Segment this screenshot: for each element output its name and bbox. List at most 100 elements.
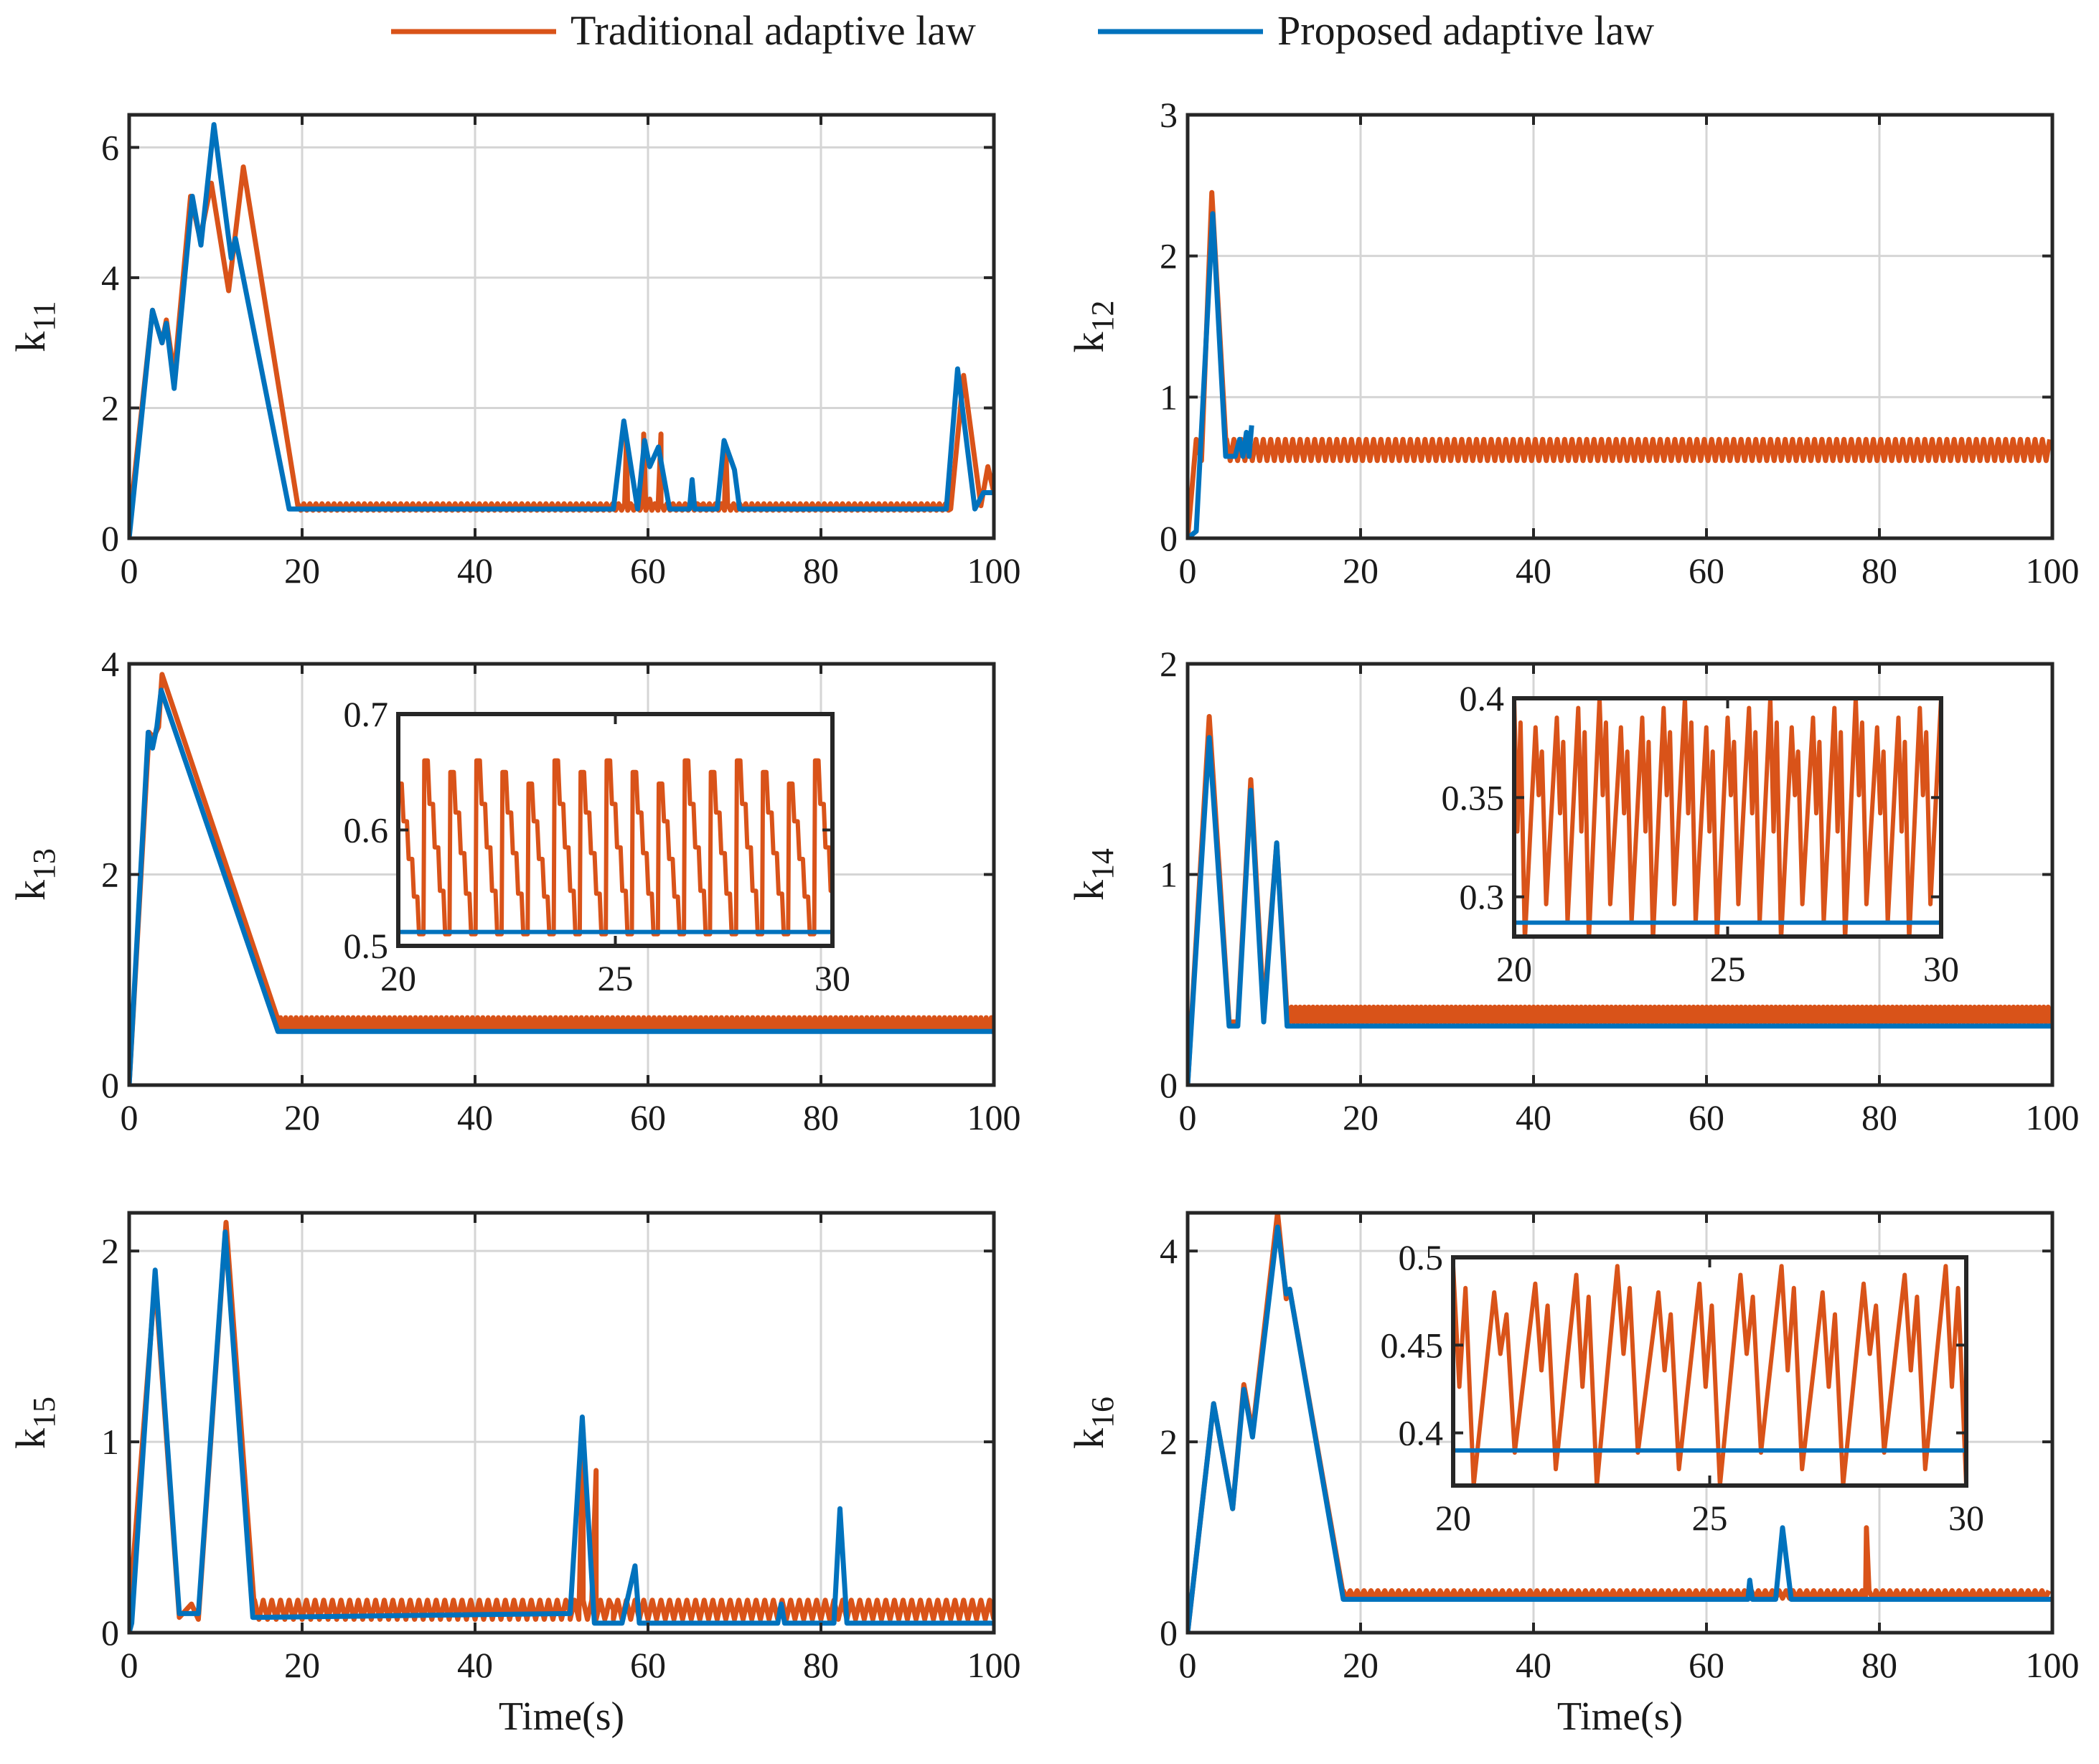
inset-k13-series-traditional (398, 758, 832, 937)
k11-ytick-label-1: 2 (101, 388, 119, 428)
k14-ylabel-subscript: 14 (1085, 848, 1120, 880)
k16-ytick-label-0: 0 (1160, 1613, 1178, 1653)
k12-frame (1185, 113, 2055, 540)
k12-xtick-label-5: 100 (2026, 550, 2080, 591)
inset-k13-xtick-label-1: 25 (598, 958, 634, 998)
k13-xtick-label-2: 40 (457, 1097, 493, 1137)
k15-ytick-label-1: 1 (101, 1422, 119, 1462)
k16-ytick-label-1: 2 (1160, 1422, 1178, 1462)
k12-series-traditional (1188, 189, 2052, 538)
k12-ylabel: k12 (1066, 301, 1120, 353)
k12-plot-area (1188, 115, 2052, 538)
inset-k16-ytick-label-0: 0.4 (1399, 1413, 1444, 1453)
k13-series-traditional (129, 672, 994, 1085)
k14-series-traditional (1188, 713, 2052, 1085)
k12-series-proposed (1188, 211, 1254, 538)
k12-xtick-label-2: 40 (1516, 550, 1551, 591)
k16-xtick-label-0: 0 (1179, 1645, 1197, 1685)
k12-ytick-label-2: 2 (1160, 236, 1178, 276)
k14-ytick-label-1: 1 (1160, 855, 1178, 895)
inset-k14-ytick-label-1: 0.35 (1442, 777, 1505, 817)
k13-ylabel: k13 (7, 848, 62, 901)
inset-k14-xtick-label-2: 30 (1923, 949, 1959, 989)
k15-xtick-label-5: 100 (967, 1645, 1021, 1685)
inset-k14-ytick-label-0: 0.3 (1460, 877, 1505, 917)
inset-k14-ytick-label-2: 0.4 (1460, 678, 1505, 718)
k16-series-proposed (1188, 1224, 2052, 1633)
k15-xtick-label-3: 60 (630, 1645, 666, 1685)
k11-xtick-label-5: 100 (967, 550, 1021, 591)
k13-series-proposed (129, 688, 994, 1085)
k11-xtick-label-2: 40 (457, 550, 493, 591)
k11-series-proposed (129, 122, 994, 538)
k12-ytick-label-0: 0 (1160, 518, 1178, 558)
inset-k13-ytick-label-2: 0.7 (344, 694, 389, 734)
subplot-k11: 0 20 40 60 80 100 0 2 4 6 k11 (7, 113, 1021, 591)
k13-xtick-label-1: 20 (284, 1097, 320, 1137)
k13-xtick-label-5: 100 (967, 1097, 1021, 1137)
k11-frame (127, 113, 996, 540)
k14-xtick-label-3: 60 (1689, 1097, 1724, 1137)
k13-xtick-label-0: 0 (121, 1097, 138, 1137)
k15-xtick-label-4: 80 (803, 1645, 839, 1685)
k13-ylabel-subscript: 13 (27, 848, 62, 880)
k14-ytick-label-0: 0 (1160, 1065, 1178, 1105)
k12-xtick-label-1: 20 (1343, 550, 1379, 591)
k14-ylabel: k14 (1066, 848, 1120, 901)
k14-xtick-label-4: 80 (1861, 1097, 1897, 1137)
k16-ylabel-main: k (1066, 1428, 1112, 1449)
inset-k13-xtick-label-2: 30 (814, 958, 850, 998)
k11-ylabel: k11 (7, 301, 62, 352)
inset-k16-xtick-label-1: 25 (1692, 1498, 1728, 1538)
k14-xtick-label-5: 100 (2026, 1097, 2080, 1137)
k14-ylabel-main: k (1066, 880, 1112, 901)
k15-xtick-label-0: 0 (121, 1645, 138, 1685)
k16-frame (1185, 1211, 2055, 1635)
k13-xtick-label-3: 60 (630, 1097, 666, 1137)
k12-ylabel-main: k (1066, 332, 1112, 353)
legend: Traditional adaptive law Proposed adapti… (391, 7, 1654, 54)
inset-k16: 20 25 30 0.4 0.45 0.5 (1381, 1237, 1985, 1538)
k11-ylabel-main: k (7, 332, 54, 352)
k15-ylabel-main: k (7, 1428, 54, 1449)
inset-k13-xtick-label-0: 20 (380, 958, 416, 998)
inset-k13-ytick-label-0: 0.5 (344, 926, 389, 966)
inset-k14-xtick-label-0: 20 (1496, 949, 1532, 989)
k13-ytick-label-1: 2 (101, 855, 119, 895)
k15-plot-area (129, 1213, 994, 1633)
k15-xlabel: Time(s) (499, 1694, 624, 1739)
k16-ylabel: k16 (1066, 1397, 1120, 1449)
k13-ytick-label-0: 0 (101, 1065, 119, 1105)
k12-xtick-label-4: 80 (1861, 550, 1897, 591)
k12-ytick-label-1: 1 (1160, 377, 1178, 417)
k13-ylabel-main: k (7, 880, 54, 901)
k15-series-traditional (129, 1219, 994, 1622)
k11-ytick-label-3: 6 (101, 127, 119, 167)
k15-ytick-label-0: 0 (101, 1613, 119, 1653)
k16-ylabel-subscript: 16 (1085, 1397, 1120, 1428)
subplot-k15: 0 20 40 60 80 100 0 1 2 k15 Time(s) (7, 1211, 1021, 1739)
k11-xtick-label-0: 0 (121, 550, 138, 591)
k11-xtick-label-4: 80 (803, 550, 839, 591)
inset-k14-xtick-label-1: 25 (1710, 949, 1746, 989)
k15-xtick-label-1: 20 (284, 1645, 320, 1685)
k14-ytick-label-2: 2 (1160, 644, 1178, 684)
legend-label-proposed: Proposed adaptive law (1277, 7, 1654, 54)
inset-k13: 20 25 30 0.5 0.6 0.7 (344, 694, 851, 998)
legend-label-traditional: Traditional adaptive law (570, 7, 976, 54)
k11-xtick-label-3: 60 (630, 550, 666, 591)
k16-xtick-label-3: 60 (1689, 1645, 1724, 1685)
k12-ylabel-subscript: 12 (1085, 301, 1120, 332)
k15-ylabel-subscript: 15 (27, 1397, 62, 1428)
k11-ylabel-subscript: 11 (27, 301, 62, 331)
k12-ytick-label-3: 3 (1160, 95, 1178, 135)
inset-k16-xtick-label-0: 20 (1435, 1498, 1471, 1538)
k16-xtick-label-4: 80 (1861, 1645, 1897, 1685)
k12-xtick-label-3: 60 (1689, 550, 1724, 591)
inset-k16-ytick-label-1: 0.45 (1381, 1325, 1444, 1365)
k15-ylabel: k15 (7, 1397, 62, 1449)
k14-series-proposed (1188, 735, 2052, 1085)
